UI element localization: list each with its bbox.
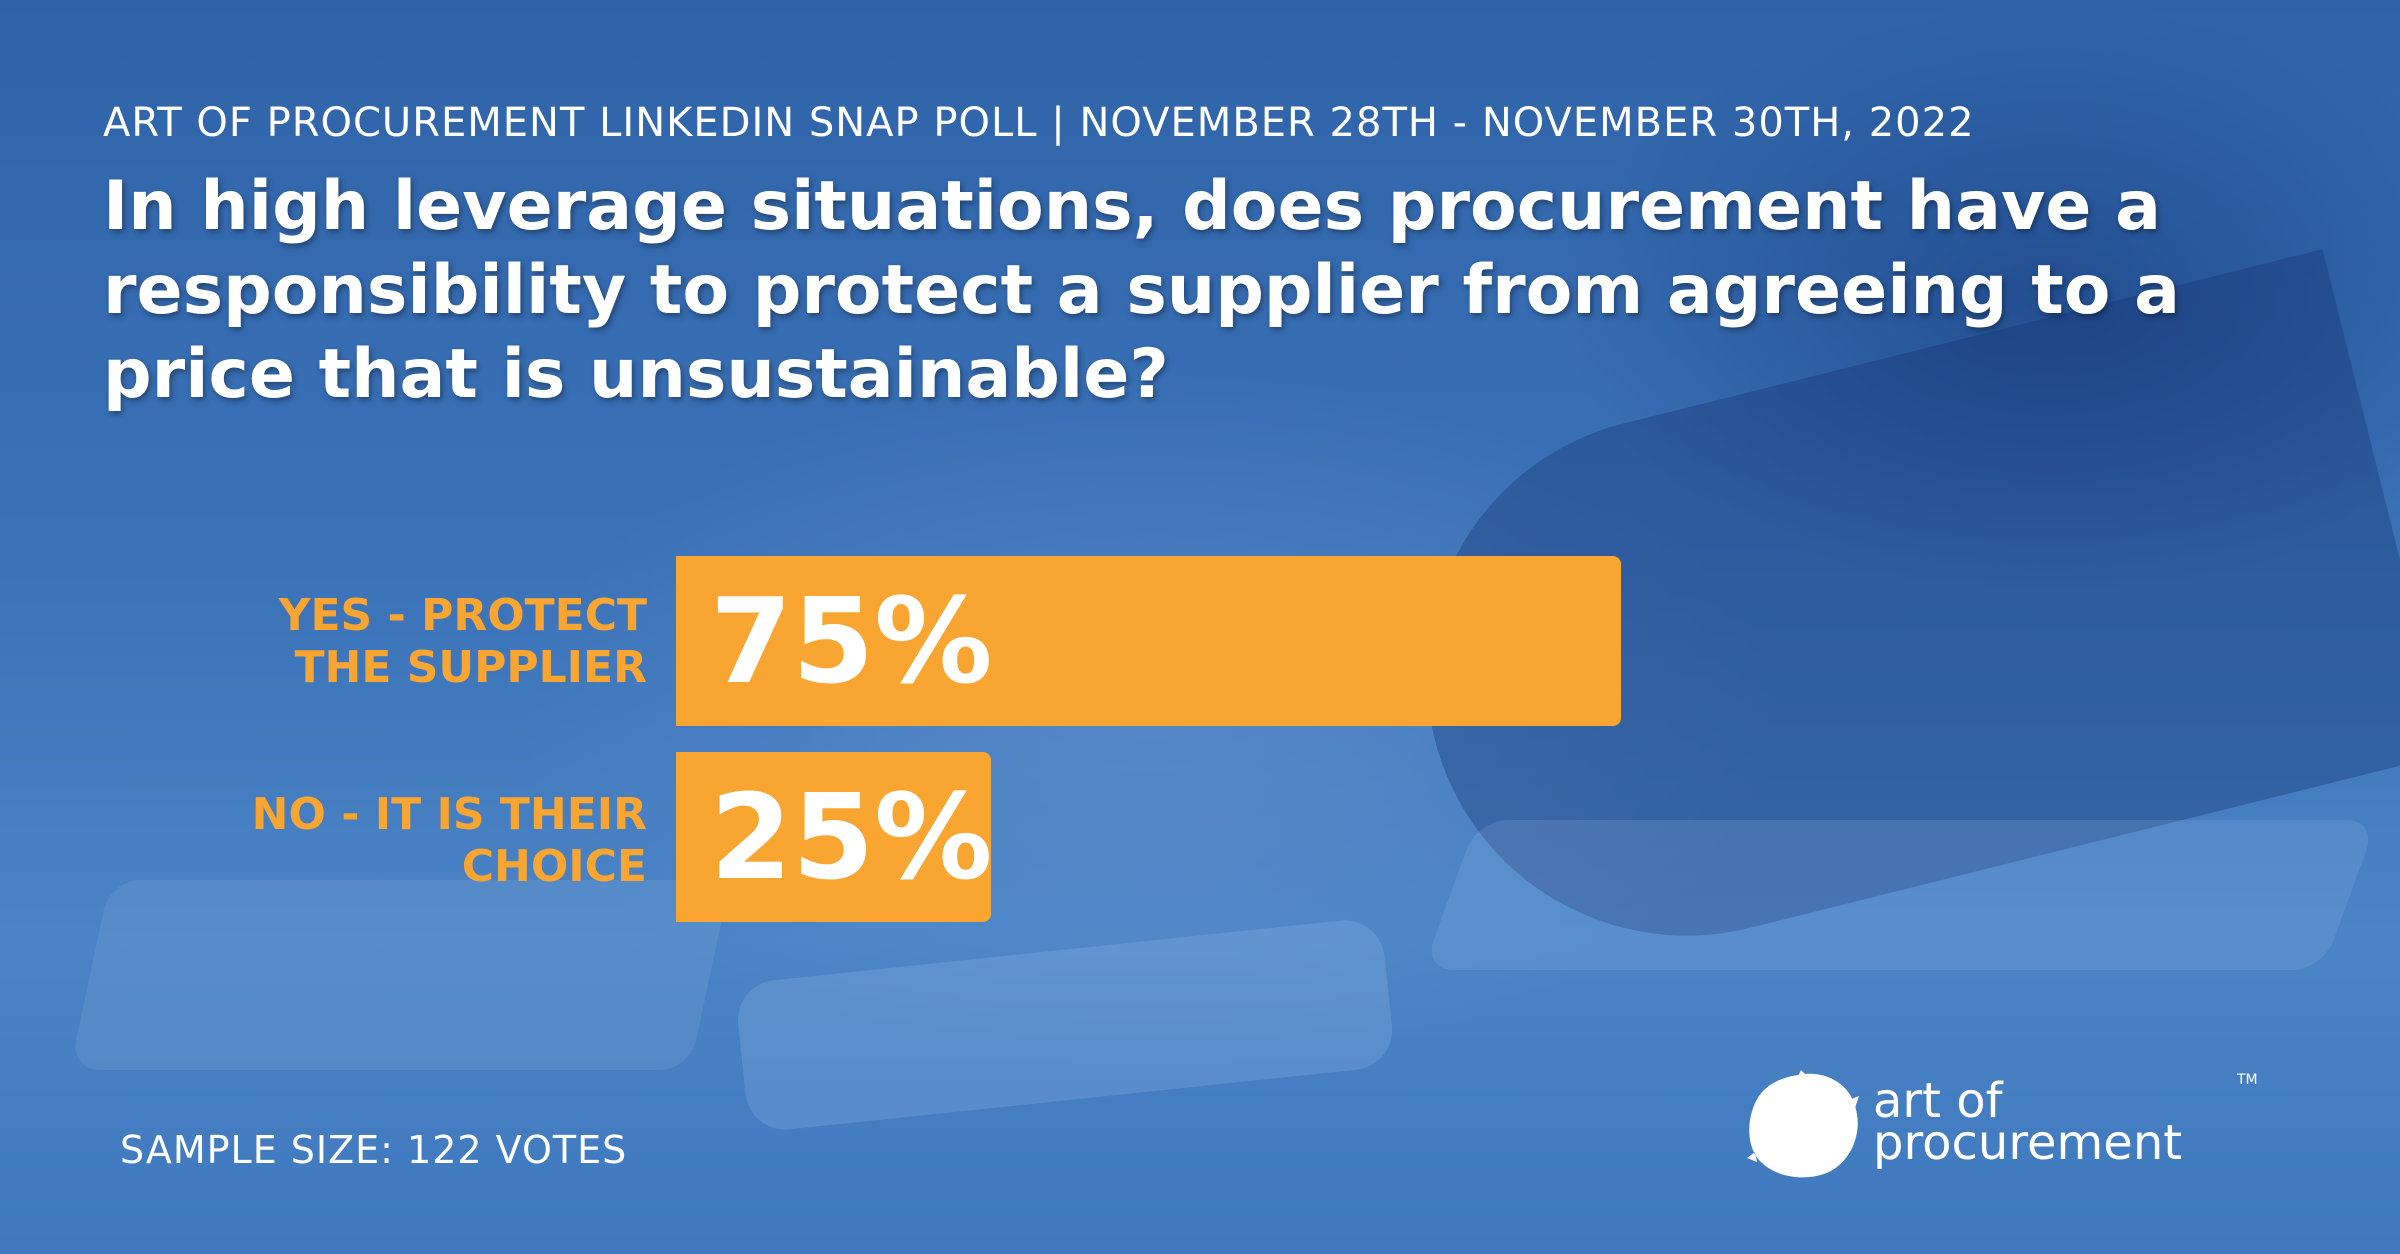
question-line: responsibility to protect a supplier fro…: [103, 251, 2181, 330]
poll-subtitle: ART OF PROCUREMENT LINKEDIN SNAP POLL | …: [103, 100, 1975, 146]
background-notepad-shape: [1422, 820, 2378, 970]
question-line: In high leverage situations, does procur…: [103, 167, 2161, 246]
brand-blob-icon: [1747, 1070, 1859, 1178]
category-label-line: YES - PROTECT: [278, 590, 647, 641]
category-label-line: CHOICE: [461, 841, 647, 892]
poll-question: In high leverage situations, does procur…: [103, 165, 2303, 417]
bar-category-label: YES - PROTECT THE SUPPLIER: [87, 590, 647, 694]
category-label-line: NO - IT IS THEIR: [251, 789, 647, 840]
category-label-line: THE SUPPLIER: [294, 642, 647, 693]
background-calculator-shape: [733, 916, 1397, 1134]
bar-category-label: NO - IT IS THEIR CHOICE: [87, 789, 647, 893]
bar-yes: [676, 556, 1621, 726]
brand-logo-line: art of: [1873, 1073, 2003, 1129]
brand-logo-text: art of procurement: [1873, 1073, 2183, 1171]
bar-value-label: 25%: [710, 768, 993, 906]
brand-logo[interactable]: art of procurement TM: [1745, 1070, 2265, 1190]
trademark-mark: TM: [2237, 1072, 2258, 1088]
sample-size: SAMPLE SIZE: 122 VOTES: [120, 1128, 628, 1172]
background-laptop-shape: [69, 880, 731, 1070]
brand-logo-line: procurement: [1873, 1115, 2183, 1171]
question-line: price that is unsustainable?: [103, 335, 1169, 414]
bar-no: [676, 752, 991, 922]
bar-value-label: 75%: [710, 572, 993, 710]
